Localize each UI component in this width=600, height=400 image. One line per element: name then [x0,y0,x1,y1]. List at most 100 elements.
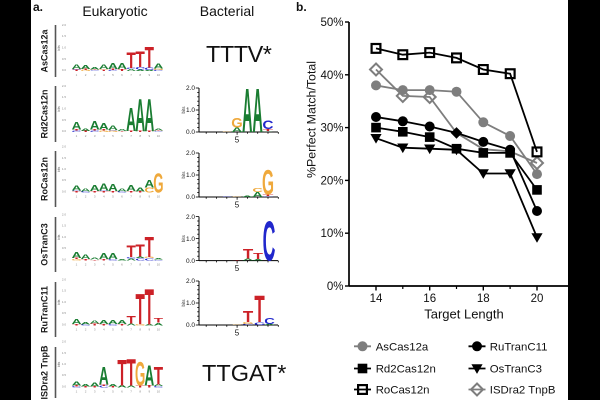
svg-text:1.5: 1.5 [62,34,67,38]
svg-text:T: T [72,258,82,260]
svg-text:C: C [242,324,253,326]
svg-text:3: 3 [94,327,96,331]
svg-text:3: 3 [94,195,96,199]
svg-text:a.: a. [33,0,43,14]
svg-text:bits: bits [57,234,61,240]
svg-text:T: T [108,69,118,70]
svg-text:T: T [136,131,146,132]
svg-text:8: 8 [139,390,141,394]
svg-text:1: 1 [76,390,78,394]
svg-text:T: T [81,69,91,70]
svg-text:A: A [108,384,118,388]
svg-text:T: T [263,194,274,197]
svg-text:1.0: 1.0 [186,236,195,243]
svg-text:7: 7 [130,262,132,266]
svg-text:A: A [108,62,118,71]
svg-text:A: A [99,320,110,326]
svg-text:2: 2 [85,327,87,331]
svg-text:A: A [135,90,145,142]
svg-text:Rd2Cas12n: Rd2Cas12n [376,364,436,376]
svg-text:G: G [144,257,154,259]
svg-text:ISDra2 TnpB: ISDra2 TnpB [40,345,50,400]
svg-text:1.0: 1.0 [186,107,195,114]
svg-text:bits: bits [57,299,61,305]
svg-text:T: T [145,131,155,132]
svg-text:A: A [117,129,127,132]
svg-text:7: 7 [130,327,132,331]
svg-text:T: T [145,385,155,388]
svg-text:4: 4 [103,262,105,266]
svg-text:A: A [264,324,275,326]
svg-text:C: C [264,316,275,326]
svg-text:C: C [90,131,100,133]
svg-text:bits: bits [181,106,186,114]
svg-text:C: C [108,70,118,72]
svg-text:10%: 10% [320,228,343,240]
svg-text:bits: bits [57,362,61,368]
svg-text:1.0: 1.0 [62,300,67,304]
svg-text:0.5: 0.5 [62,118,67,122]
svg-text:A: A [242,195,253,197]
svg-text:G: G [153,167,163,199]
svg-text:A: A [108,182,118,194]
svg-text:A: A [144,360,154,392]
svg-text:0.0: 0.0 [186,129,195,136]
svg-text:C: C [153,131,163,132]
svg-text:A: A [81,383,91,387]
svg-text:C: C [117,191,127,193]
svg-text:T: T [136,242,145,261]
svg-text:20%: 20% [320,175,343,187]
svg-text:A: A [153,63,163,71]
svg-text:G: G [262,162,274,202]
svg-text:G: G [232,196,242,197]
svg-text:ISDra2 TnpB: ISDra2 TnpB [490,385,556,397]
svg-text:T: T [126,49,136,74]
svg-text:9: 9 [148,390,150,394]
svg-text:A: A [90,120,100,133]
svg-text:0.0: 0.0 [186,322,195,329]
svg-text:bits: bits [57,45,61,51]
svg-text:A: A [126,69,136,72]
svg-text:16: 16 [423,293,436,305]
svg-text:9: 9 [148,195,150,199]
svg-text:A: A [117,63,127,71]
svg-text:A: A [81,188,92,193]
svg-text:5: 5 [235,201,240,210]
svg-text:T: T [108,386,118,388]
svg-text:T: T [126,131,136,133]
svg-text:0.5: 0.5 [62,373,67,377]
svg-text:A: A [252,191,262,199]
svg-text:1.5: 1.5 [62,289,67,293]
svg-text:2.0: 2.0 [62,212,67,216]
svg-text:A: A [153,322,163,326]
svg-text:T: T [72,129,82,131]
svg-text:C: C [108,259,118,261]
svg-text:TTTV*: TTTV* [206,41,272,67]
svg-text:1.0: 1.0 [186,172,195,179]
svg-text:3: 3 [94,73,96,77]
svg-text:2: 2 [85,134,87,138]
svg-text:1.0: 1.0 [62,362,67,366]
svg-text:2.0: 2.0 [186,278,195,285]
svg-text:9: 9 [148,262,150,266]
svg-text:3: 3 [94,262,96,266]
svg-text:5: 5 [112,73,114,77]
svg-text:7: 7 [130,390,132,394]
svg-text:T: T [99,324,109,326]
svg-text:10: 10 [157,73,161,77]
svg-text:1: 1 [76,73,78,77]
svg-text:A: A [144,70,154,72]
svg-text:T: T [126,191,136,193]
svg-text:1.0: 1.0 [62,167,67,171]
svg-text:0%: 0% [327,281,344,293]
svg-text:C: C [254,322,265,326]
svg-text:7: 7 [130,134,132,138]
svg-text:C: C [252,187,263,193]
svg-text:G: G [80,69,90,71]
svg-text:A: A [253,259,264,261]
svg-text:C: C [71,190,81,191]
svg-text:T: T [99,191,109,193]
svg-text:5: 5 [112,195,114,199]
svg-text:A: A [99,181,109,193]
svg-text:0.5: 0.5 [62,246,67,250]
